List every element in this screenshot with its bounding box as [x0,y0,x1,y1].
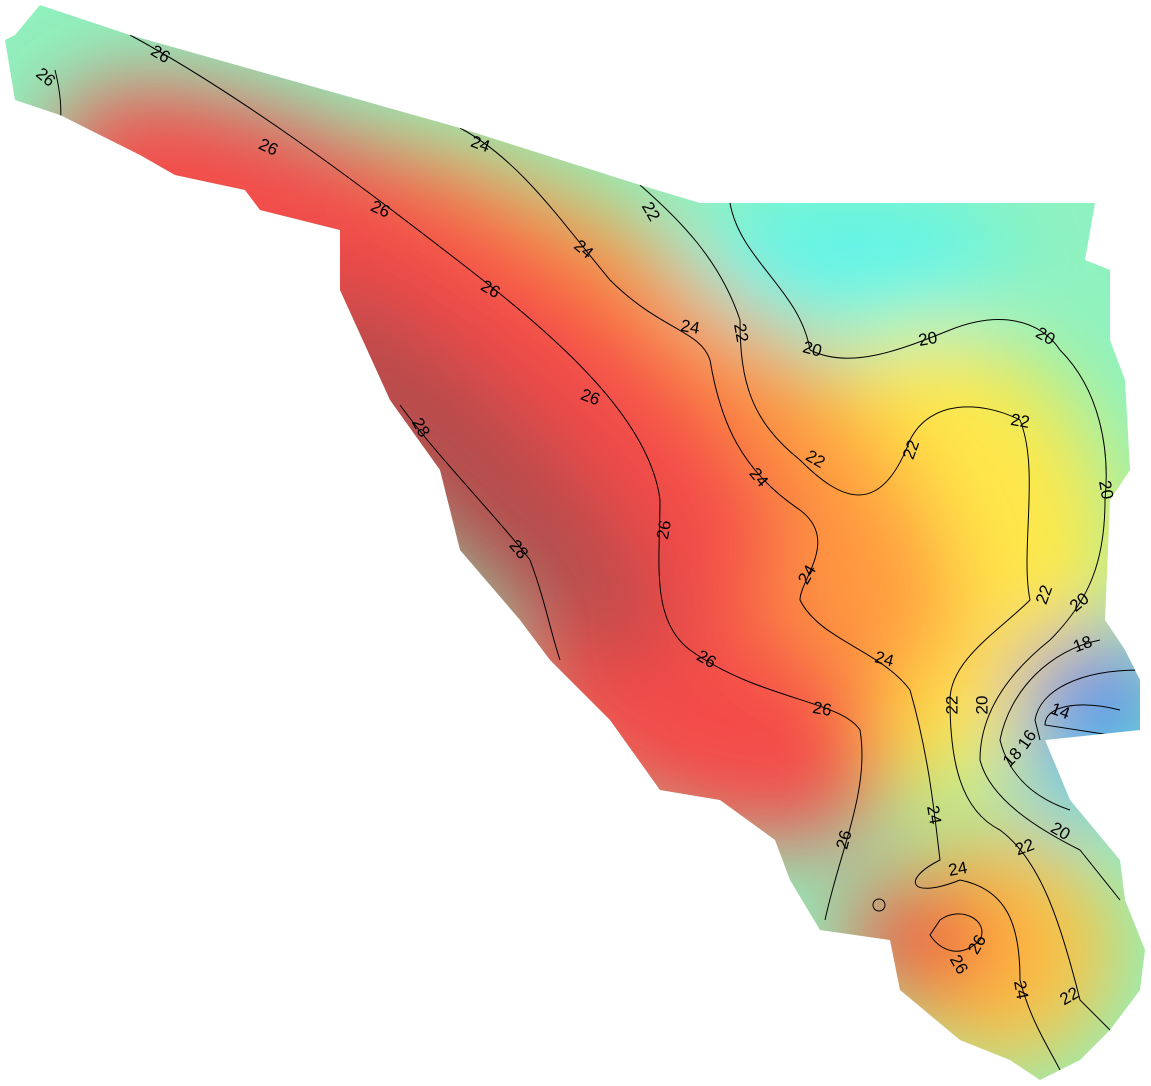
contour-line [399,404,561,661]
contour-label: 26 [832,828,855,851]
contour-label: 22 [1009,410,1031,432]
contour-label: 24 [923,804,945,826]
contour-line [1034,669,1141,741]
contour-label: 24 [1010,979,1032,1001]
contour-label: 20 [972,696,991,715]
contour-line [872,898,886,912]
contour-line [639,184,1111,1031]
contour-label: 20 [1095,479,1117,501]
contour-line [129,34,863,921]
contour-line [1044,704,1121,736]
contour-line [459,127,1061,1071]
contour-line [929,913,983,952]
contour-label: 26 [653,519,675,541]
contour-label: 22 [730,322,752,344]
contour-label: 24 [679,316,701,338]
contour-label: 24 [873,647,896,670]
contour-line [999,639,1101,811]
contour-label: 26 [811,698,833,720]
contour-label: 20 [917,328,939,350]
contour-label: 20 [801,337,824,360]
contour-label: 24 [947,858,969,880]
contour-line [729,202,1121,901]
contour-label: 22 [942,696,961,715]
